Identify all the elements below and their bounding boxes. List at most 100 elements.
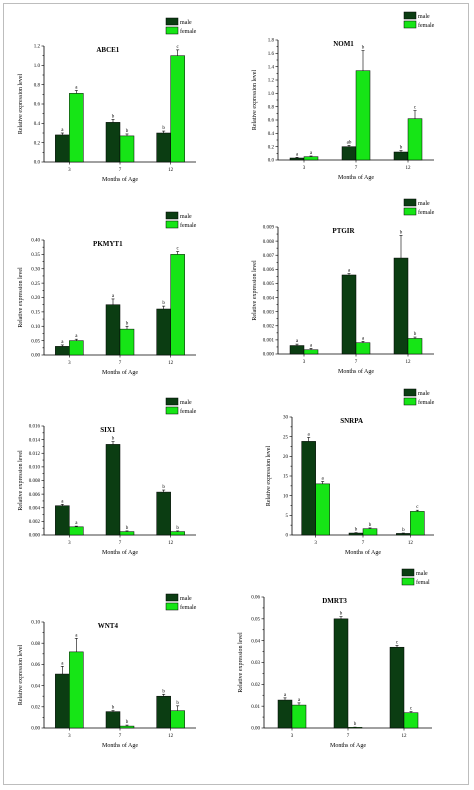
y-tick-label: 0.02 bbox=[251, 683, 260, 688]
significance-label: a bbox=[296, 339, 299, 344]
bar-female bbox=[170, 710, 185, 729]
significance-label: b bbox=[354, 722, 357, 727]
y-tick-label: 1.0 bbox=[34, 64, 41, 69]
y-tick-label: 1.2 bbox=[34, 45, 41, 50]
significance-label: b bbox=[355, 528, 358, 533]
bar-female bbox=[355, 342, 371, 355]
significance-label: a bbox=[362, 336, 365, 341]
y-tick-label: 0.008 bbox=[263, 240, 275, 245]
legend-label: male bbox=[180, 20, 192, 26]
legend-label: female bbox=[180, 222, 197, 229]
legend-label: female bbox=[180, 604, 197, 611]
y-tick-label: 0.30 bbox=[31, 267, 40, 272]
significance-label: b bbox=[176, 701, 179, 706]
x-axis-label: Months of Age bbox=[102, 369, 138, 376]
bar-male bbox=[156, 491, 171, 536]
y-axis-label: Relative expression level bbox=[266, 446, 272, 507]
x-tick-label: 3 bbox=[314, 541, 317, 546]
bar-female bbox=[119, 135, 135, 163]
chart-title: ABCE1 bbox=[96, 46, 119, 54]
significance-label: b bbox=[162, 126, 165, 131]
y-tick-label: 0.08 bbox=[31, 642, 40, 647]
bar-female bbox=[119, 725, 135, 729]
bar-female bbox=[170, 55, 185, 163]
bar-female bbox=[407, 338, 423, 355]
y-tick-label: 0.009 bbox=[263, 226, 275, 231]
y-tick-label: 20 bbox=[283, 455, 289, 460]
y-tick-label: 0.8 bbox=[34, 83, 41, 88]
significance-label: c bbox=[396, 640, 399, 645]
significance-label: b bbox=[369, 523, 372, 528]
x-tick-label: 3 bbox=[68, 361, 71, 366]
legend-swatch-male bbox=[165, 397, 179, 406]
y-tick-label: 1.4 bbox=[268, 65, 275, 70]
x-tick-label: 12 bbox=[168, 361, 174, 366]
legend-swatch-male bbox=[403, 388, 417, 397]
y-tick-label: 15 bbox=[283, 475, 289, 480]
y-tick-label: 0.2 bbox=[34, 141, 41, 146]
bar-female bbox=[170, 531, 185, 536]
y-tick-label: 0.00 bbox=[251, 727, 260, 732]
significance-label: b bbox=[126, 526, 129, 531]
chart-title: SIX1 bbox=[100, 426, 116, 434]
bar-male bbox=[55, 673, 70, 729]
bar-male bbox=[289, 157, 305, 161]
y-tick-label: 0.004 bbox=[263, 296, 275, 301]
y-tick-label: 1.0 bbox=[268, 92, 275, 97]
legend-swatch-female bbox=[165, 26, 179, 35]
significance-label: a bbox=[322, 477, 325, 482]
legend-swatch-female bbox=[165, 406, 179, 415]
chart-title: NOM1 bbox=[333, 40, 354, 48]
y-tick-label: 0.6 bbox=[268, 119, 275, 124]
legend-swatch-male bbox=[401, 568, 415, 577]
legend-label: female bbox=[418, 399, 435, 406]
x-tick-label: 3 bbox=[291, 734, 294, 739]
bar-female bbox=[362, 528, 378, 536]
significance-label: c bbox=[177, 247, 180, 252]
y-tick-label: 0.10 bbox=[31, 325, 40, 330]
y-tick-label: 10 bbox=[283, 494, 289, 499]
y-tick-label: 0.06 bbox=[31, 663, 40, 668]
y-tick-label: 0.00 bbox=[31, 727, 40, 732]
significance-label: a bbox=[61, 128, 64, 133]
significance-label: b bbox=[176, 526, 179, 531]
bar-female bbox=[119, 328, 135, 356]
bar-female bbox=[170, 254, 185, 356]
x-tick-label: 12 bbox=[406, 360, 412, 365]
significance-label: a bbox=[112, 294, 115, 299]
significance-label: b bbox=[112, 114, 115, 119]
y-tick-label: 0.05 bbox=[251, 618, 260, 623]
x-tick-label: 7 bbox=[355, 166, 358, 171]
y-tick-label: 0.25 bbox=[31, 282, 40, 287]
x-tick-label: 3 bbox=[68, 734, 71, 739]
y-tick-label: 1.6 bbox=[268, 52, 275, 57]
x-tick-label: 7 bbox=[362, 541, 365, 546]
chart-abce1: 0.0 0.2 0.4 0.6 0.8 1.0 1.2 3 a a 7 b b 12 b c ABCE1 Mont… bbox=[18, 17, 197, 183]
y-tick-label: 0.002 bbox=[263, 324, 275, 329]
chart-title: WNT4 bbox=[98, 622, 119, 630]
chart-dmrt3: 0.00 0.01 0.02 0.03 0.04 0.05 0.06 3 a a 7 b b 12 c c DM… bbox=[238, 568, 432, 749]
chart-wnt4: 0.00 0.02 0.04 0.06 0.08 0.10 3 a a 7 b b 12 b b WNT4 Mo… bbox=[18, 593, 197, 749]
y-tick-label: 0.001 bbox=[263, 339, 275, 344]
x-tick-label: 3 bbox=[303, 360, 306, 365]
y-tick-label: 0.007 bbox=[263, 254, 275, 259]
significance-label: c bbox=[177, 45, 180, 50]
x-tick-label: 7 bbox=[119, 541, 122, 546]
y-axis-label: Relative expression level bbox=[18, 645, 24, 706]
bar-femal bbox=[291, 704, 307, 729]
significance-label: a bbox=[310, 151, 313, 156]
y-tick-label: 0.016 bbox=[29, 425, 41, 430]
x-axis-label: Months of Age bbox=[338, 368, 374, 375]
legend-label: female bbox=[180, 408, 197, 415]
bar-female bbox=[355, 70, 371, 161]
x-tick-label: 12 bbox=[406, 166, 412, 171]
legend-swatch-male bbox=[165, 211, 179, 220]
bar-male bbox=[341, 146, 357, 161]
bar-male bbox=[55, 134, 70, 163]
legend-label: male bbox=[418, 391, 430, 397]
legend-label: male bbox=[418, 14, 430, 20]
significance-label: a bbox=[75, 85, 78, 90]
y-tick-label: 0.003 bbox=[263, 310, 275, 315]
x-axis-label: Months of Age bbox=[102, 176, 138, 183]
y-tick-label: 5 bbox=[286, 514, 289, 519]
